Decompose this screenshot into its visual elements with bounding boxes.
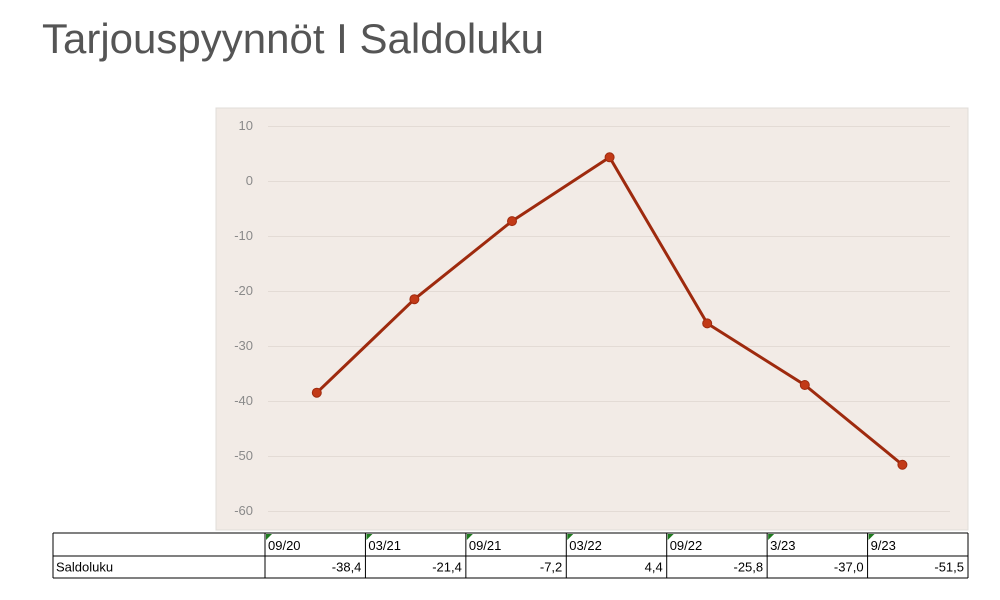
chart-title: Tarjouspyynnöt I Saldoluku (42, 15, 544, 62)
table-value: -7,2 (540, 559, 562, 574)
marker (897, 459, 908, 470)
table-category: 3/23 (770, 538, 795, 553)
cell-flag (466, 534, 473, 540)
table-value: -37,0 (834, 559, 864, 574)
marker (604, 152, 615, 163)
y-tick-label: -50 (234, 448, 253, 463)
y-tick-label: 0 (246, 173, 253, 188)
y-tick-label: -10 (234, 228, 253, 243)
table-category: 03/22 (569, 538, 602, 553)
marker (799, 380, 810, 390)
marker (311, 387, 322, 398)
cell-flag (567, 534, 574, 540)
cell-flag (667, 534, 674, 540)
y-tick-label: -60 (234, 503, 253, 518)
y-tick-label: -20 (234, 283, 253, 298)
marker (507, 216, 517, 227)
table-value: -25,8 (734, 559, 764, 574)
table-value: -51,5 (934, 559, 964, 574)
plot-area (215, 107, 969, 531)
y-tick-label: 10 (239, 118, 253, 133)
row-label: Saldoluku (56, 559, 113, 574)
cell-flag (266, 534, 272, 540)
cell-flag (868, 534, 875, 540)
table-value: 4,4 (645, 559, 663, 574)
table-category: 09/21 (469, 538, 502, 553)
y-tick-label: -40 (234, 393, 253, 408)
marker (409, 294, 420, 305)
cell-flag (768, 534, 775, 540)
table-category: 9/23 (871, 538, 896, 553)
cell-flag (366, 534, 373, 540)
table-category: 03/21 (368, 538, 401, 553)
y-tick-label: -30 (234, 338, 253, 353)
table-category: 09/22 (670, 538, 703, 553)
table-value: -38,4 (332, 559, 362, 574)
marker (702, 318, 713, 329)
table-value: -21,4 (432, 559, 462, 574)
table-category: 09/20 (268, 538, 301, 553)
